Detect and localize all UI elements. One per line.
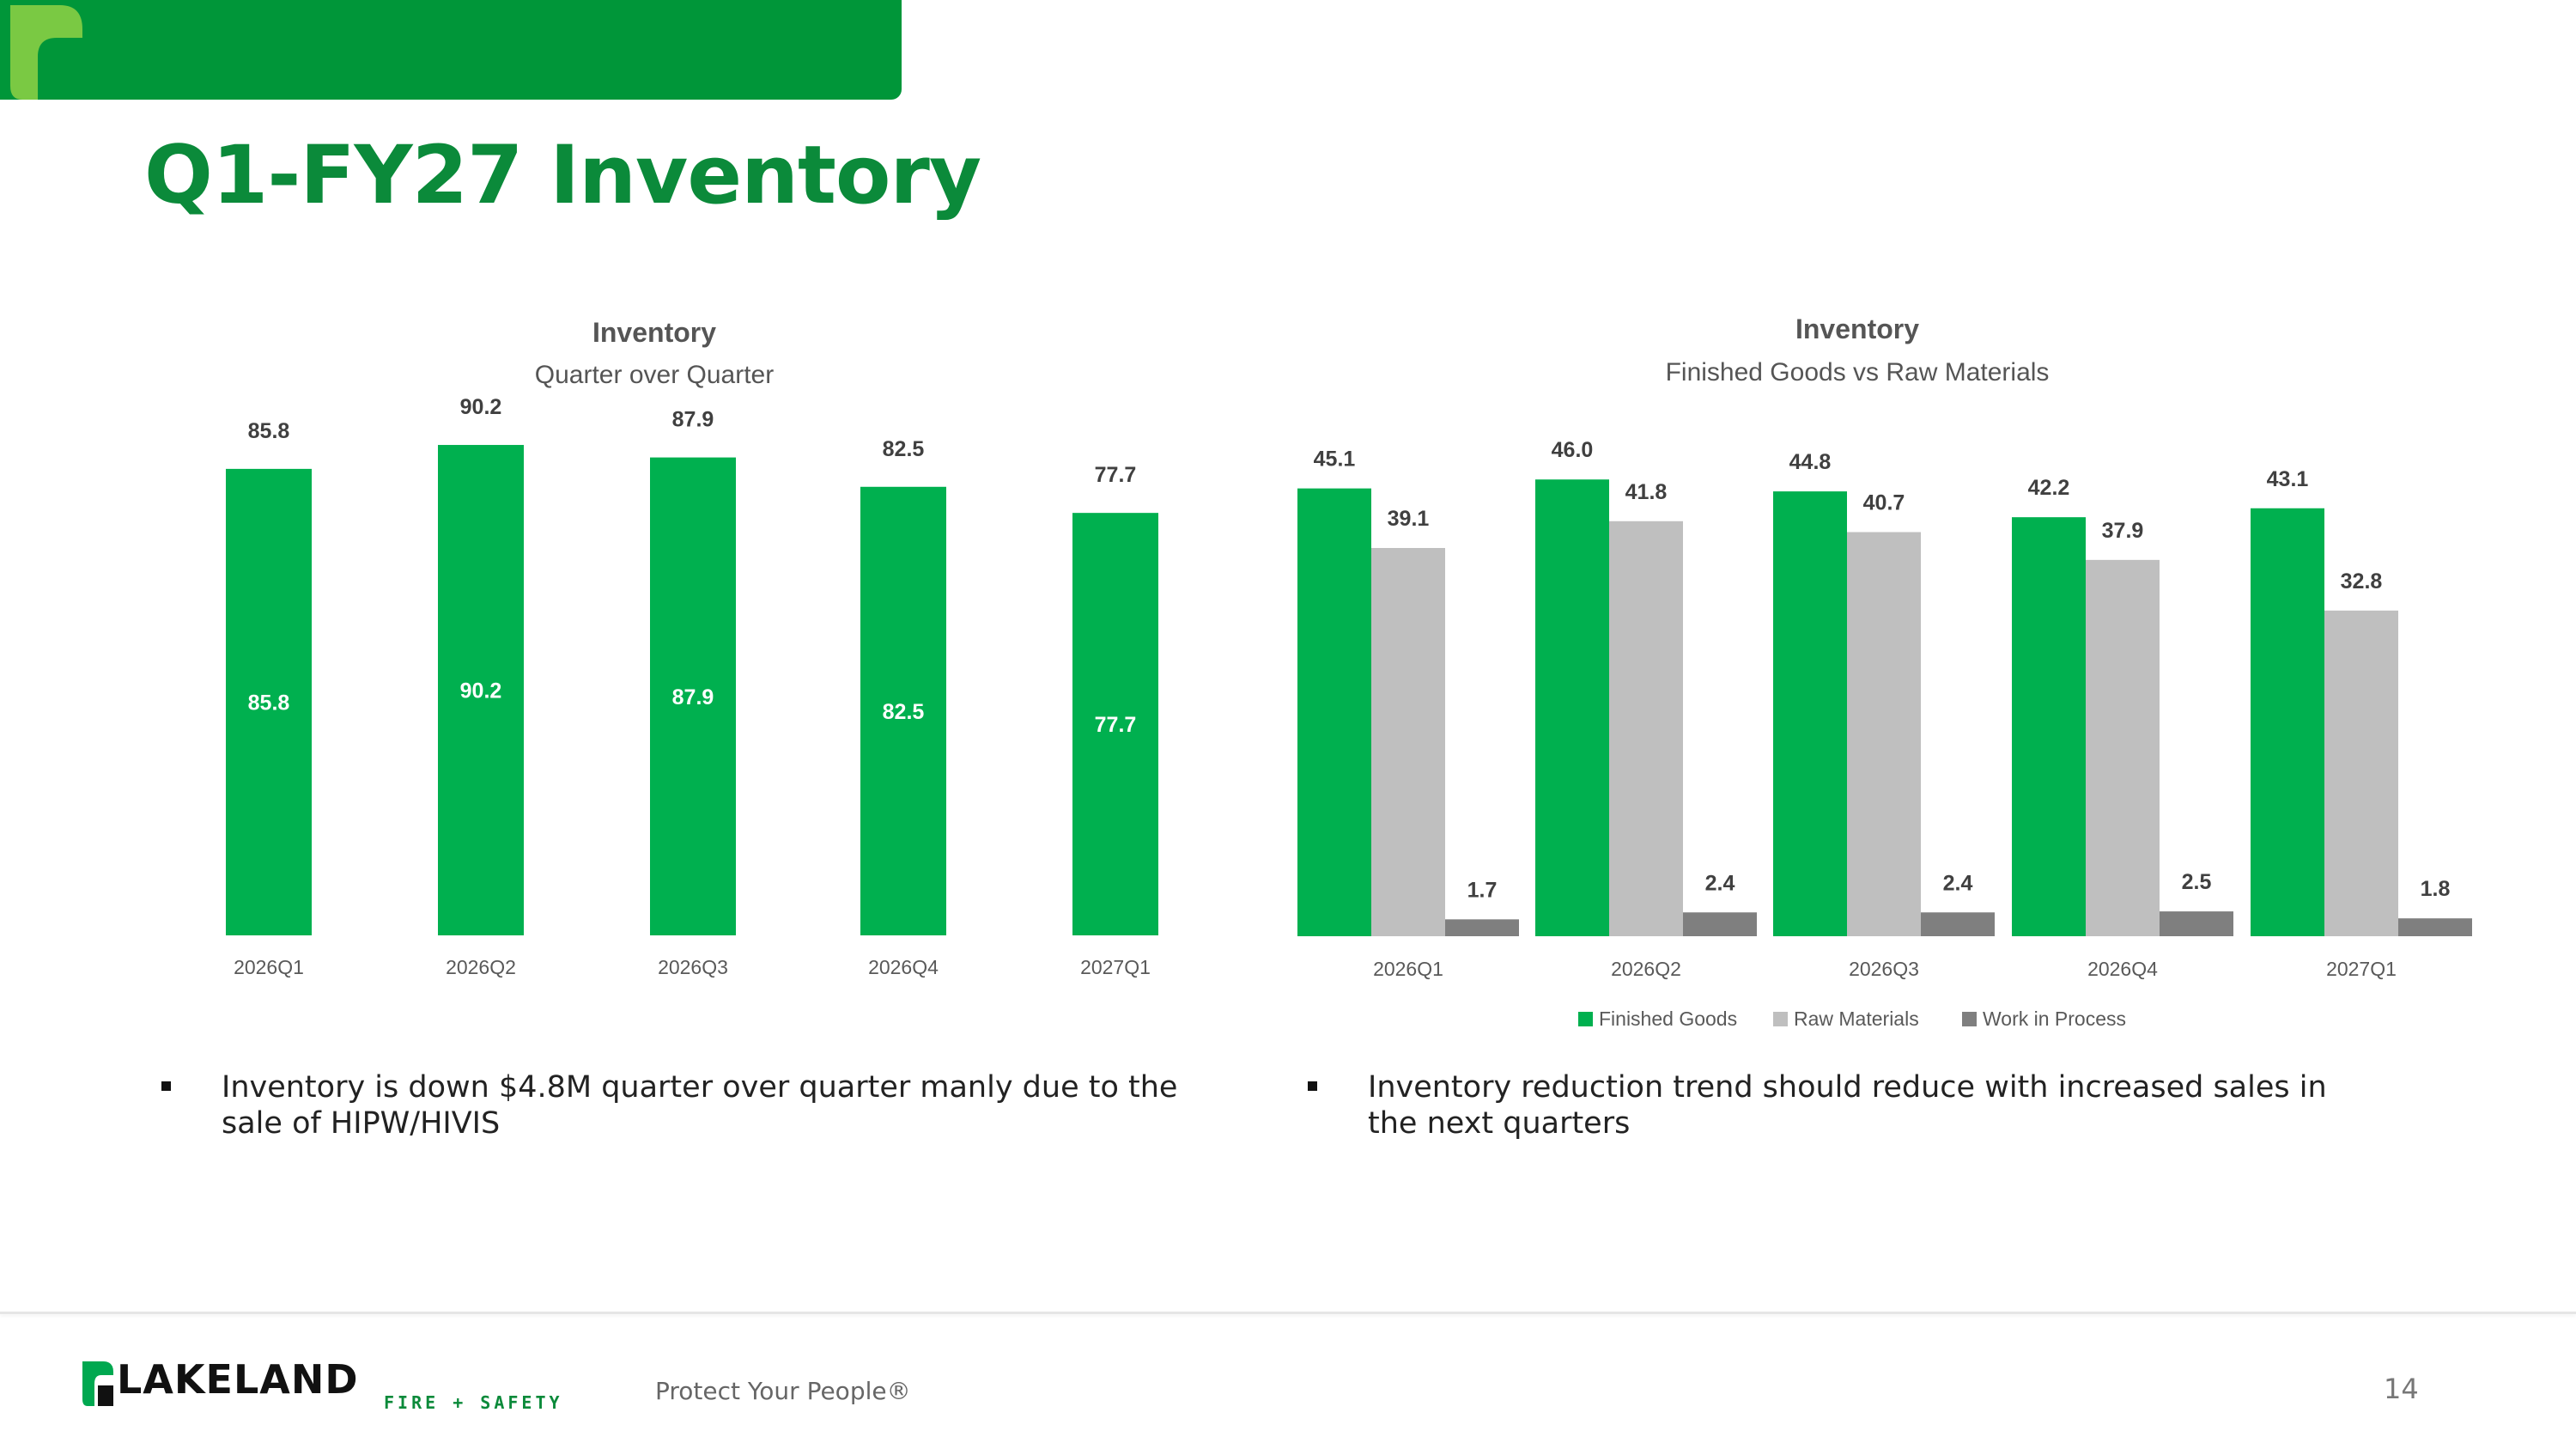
legend-swatch (1578, 1012, 1593, 1026)
bar-value-label: 2.5 (2182, 870, 2212, 894)
bar-value-label: 42.2 (2028, 476, 2070, 500)
bar (1683, 912, 1757, 936)
bar-value-label: 45.1 (1314, 447, 1356, 472)
x-tick-label: 2026Q3 (1849, 958, 1919, 980)
inventory-qoq-chart: Inventory Quarter over Quarter 85.8 85.8 202… (226, 317, 1158, 978)
bar (650, 457, 736, 935)
chart-title: Inventory (1795, 314, 1919, 344)
legend-swatch (1962, 1012, 1977, 1026)
bar (1072, 513, 1158, 935)
bar-value-label: 87.9 (672, 408, 714, 432)
bullet-square-icon (161, 1081, 171, 1091)
bar-value-label: 43.1 (2267, 467, 2309, 491)
bar (2086, 559, 2160, 936)
bar-value-label: 85.8 (248, 419, 290, 443)
bar-value-label: 41.8 (1625, 480, 1668, 504)
bar-value-label: 46.0 (1552, 438, 1594, 462)
bar-value-label: 44.8 (1789, 450, 1832, 474)
brand-name: LAKELAND (117, 1356, 359, 1403)
bar (1609, 521, 1683, 936)
bar-inner-label: 85.8 (248, 691, 290, 715)
legend-label: Raw Materials (1794, 1008, 1919, 1030)
bar (438, 445, 524, 935)
bar-inner-label: 90.2 (460, 679, 502, 703)
chart-title: Inventory (592, 317, 716, 348)
legend-label: Finished Goods (1599, 1008, 1737, 1030)
x-tick-label: 2027Q1 (1080, 956, 1151, 978)
bar-value-label: 32.8 (2341, 569, 2383, 594)
x-tick-label: 2026Q3 (658, 956, 728, 978)
bar (860, 486, 946, 935)
legend-swatch (1773, 1012, 1788, 1026)
bar (226, 468, 312, 935)
bar (2398, 918, 2472, 936)
bar-inner-label: 87.9 (672, 685, 714, 709)
bar-value-label: 2.4 (1943, 871, 1973, 895)
bar (1921, 912, 1995, 936)
bar-value-label: 1.8 (2421, 877, 2451, 901)
bullet-right-text: Inventory reduction trend should reduce … (1368, 1070, 2327, 1141)
bar-value-label: 2.4 (1705, 871, 1735, 895)
bar-value-label: 1.7 (1467, 878, 1498, 902)
bar-value-label: 82.5 (883, 437, 925, 461)
bar-value-label: 39.1 (1388, 507, 1430, 531)
bar (2324, 610, 2398, 936)
x-tick-label: 2027Q1 (2326, 958, 2397, 980)
bar-value-label: 90.2 (460, 395, 502, 419)
bullet-left-text: Inventory is down $4.8M quarter over qua… (222, 1070, 1178, 1141)
bullet-right: Inventory reduction trend should reduce … (1308, 1069, 2381, 1142)
bar (2012, 517, 2086, 936)
bullet-square-icon (1308, 1081, 1317, 1091)
bar (1445, 919, 1519, 936)
x-tick-label: 2026Q1 (234, 956, 304, 978)
bar (1371, 548, 1445, 936)
bar (1773, 491, 1847, 936)
x-tick-label: 2026Q4 (2087, 958, 2158, 980)
bar (2160, 911, 2233, 936)
bar (1847, 532, 1921, 936)
bar (2251, 508, 2324, 936)
bar-inner-label: 82.5 (883, 700, 925, 724)
bar-value-label: 37.9 (2102, 519, 2144, 543)
x-tick-label: 2026Q4 (868, 956, 939, 978)
x-tick-label: 2026Q1 (1373, 958, 1443, 980)
header-bar (0, 0, 902, 100)
chart-subtitle: Quarter over Quarter (535, 361, 774, 389)
bar (1535, 479, 1609, 936)
bar-inner-label: 77.7 (1095, 713, 1137, 737)
leaf-logo-icon (10, 5, 82, 100)
brand-subtitle: FIRE + SAFETY (384, 1392, 563, 1413)
bullet-left: Inventory is down $4.8M quarter over qua… (161, 1069, 1235, 1142)
inventory-breakdown-chart: Inventory Finished Goods vs Raw Materials… (1297, 314, 2472, 1030)
x-tick-label: 2026Q2 (446, 956, 516, 978)
lakeland-leaf-icon (82, 1361, 113, 1406)
footer-tagline: Protect Your People® (655, 1377, 911, 1405)
legend-label: Work in Process (1983, 1008, 2126, 1030)
page-title: Q1-FY27 Inventory (144, 129, 981, 222)
bar-value-label: 40.7 (1863, 491, 1905, 515)
footer-divider (0, 1312, 2576, 1314)
page-number: 14 (2384, 1373, 2419, 1405)
chart-subtitle: Finished Goods vs Raw Materials (1666, 358, 2050, 387)
x-tick-label: 2026Q2 (1611, 958, 1681, 980)
bar (1297, 488, 1371, 936)
bar-value-label: 77.7 (1095, 463, 1137, 487)
